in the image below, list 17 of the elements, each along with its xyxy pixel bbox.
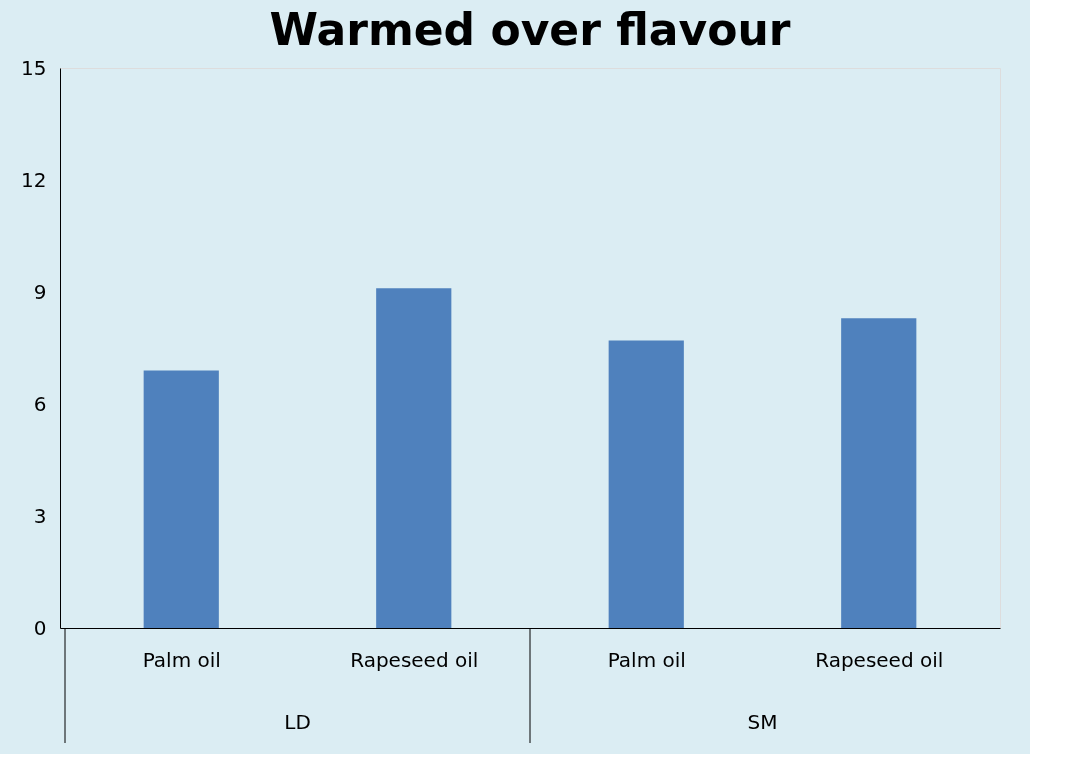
- x-tick-label: Rapeseed oil: [350, 647, 479, 672]
- text: SM: [747, 710, 778, 734]
- text: LD: [284, 710, 311, 734]
- bar: [376, 288, 452, 628]
- x-tick-label: Rapeseed oil: [815, 647, 944, 672]
- x-tick-label: Palm oil: [607, 647, 686, 672]
- y-tick-label: 15: [21, 55, 47, 80]
- y-tick-label: 12: [21, 167, 47, 192]
- bar: [608, 340, 684, 628]
- bar: [841, 318, 917, 628]
- chart-title: Warmed over flavour: [269, 4, 791, 55]
- y-tick-label: 3: [33, 503, 47, 528]
- x-tick-label: Palm oil: [142, 647, 221, 672]
- bar: [143, 370, 219, 628]
- y-tick-label: 0: [33, 615, 47, 640]
- y-tick-label: 9: [33, 279, 47, 304]
- y-tick-label: 6: [33, 391, 47, 416]
